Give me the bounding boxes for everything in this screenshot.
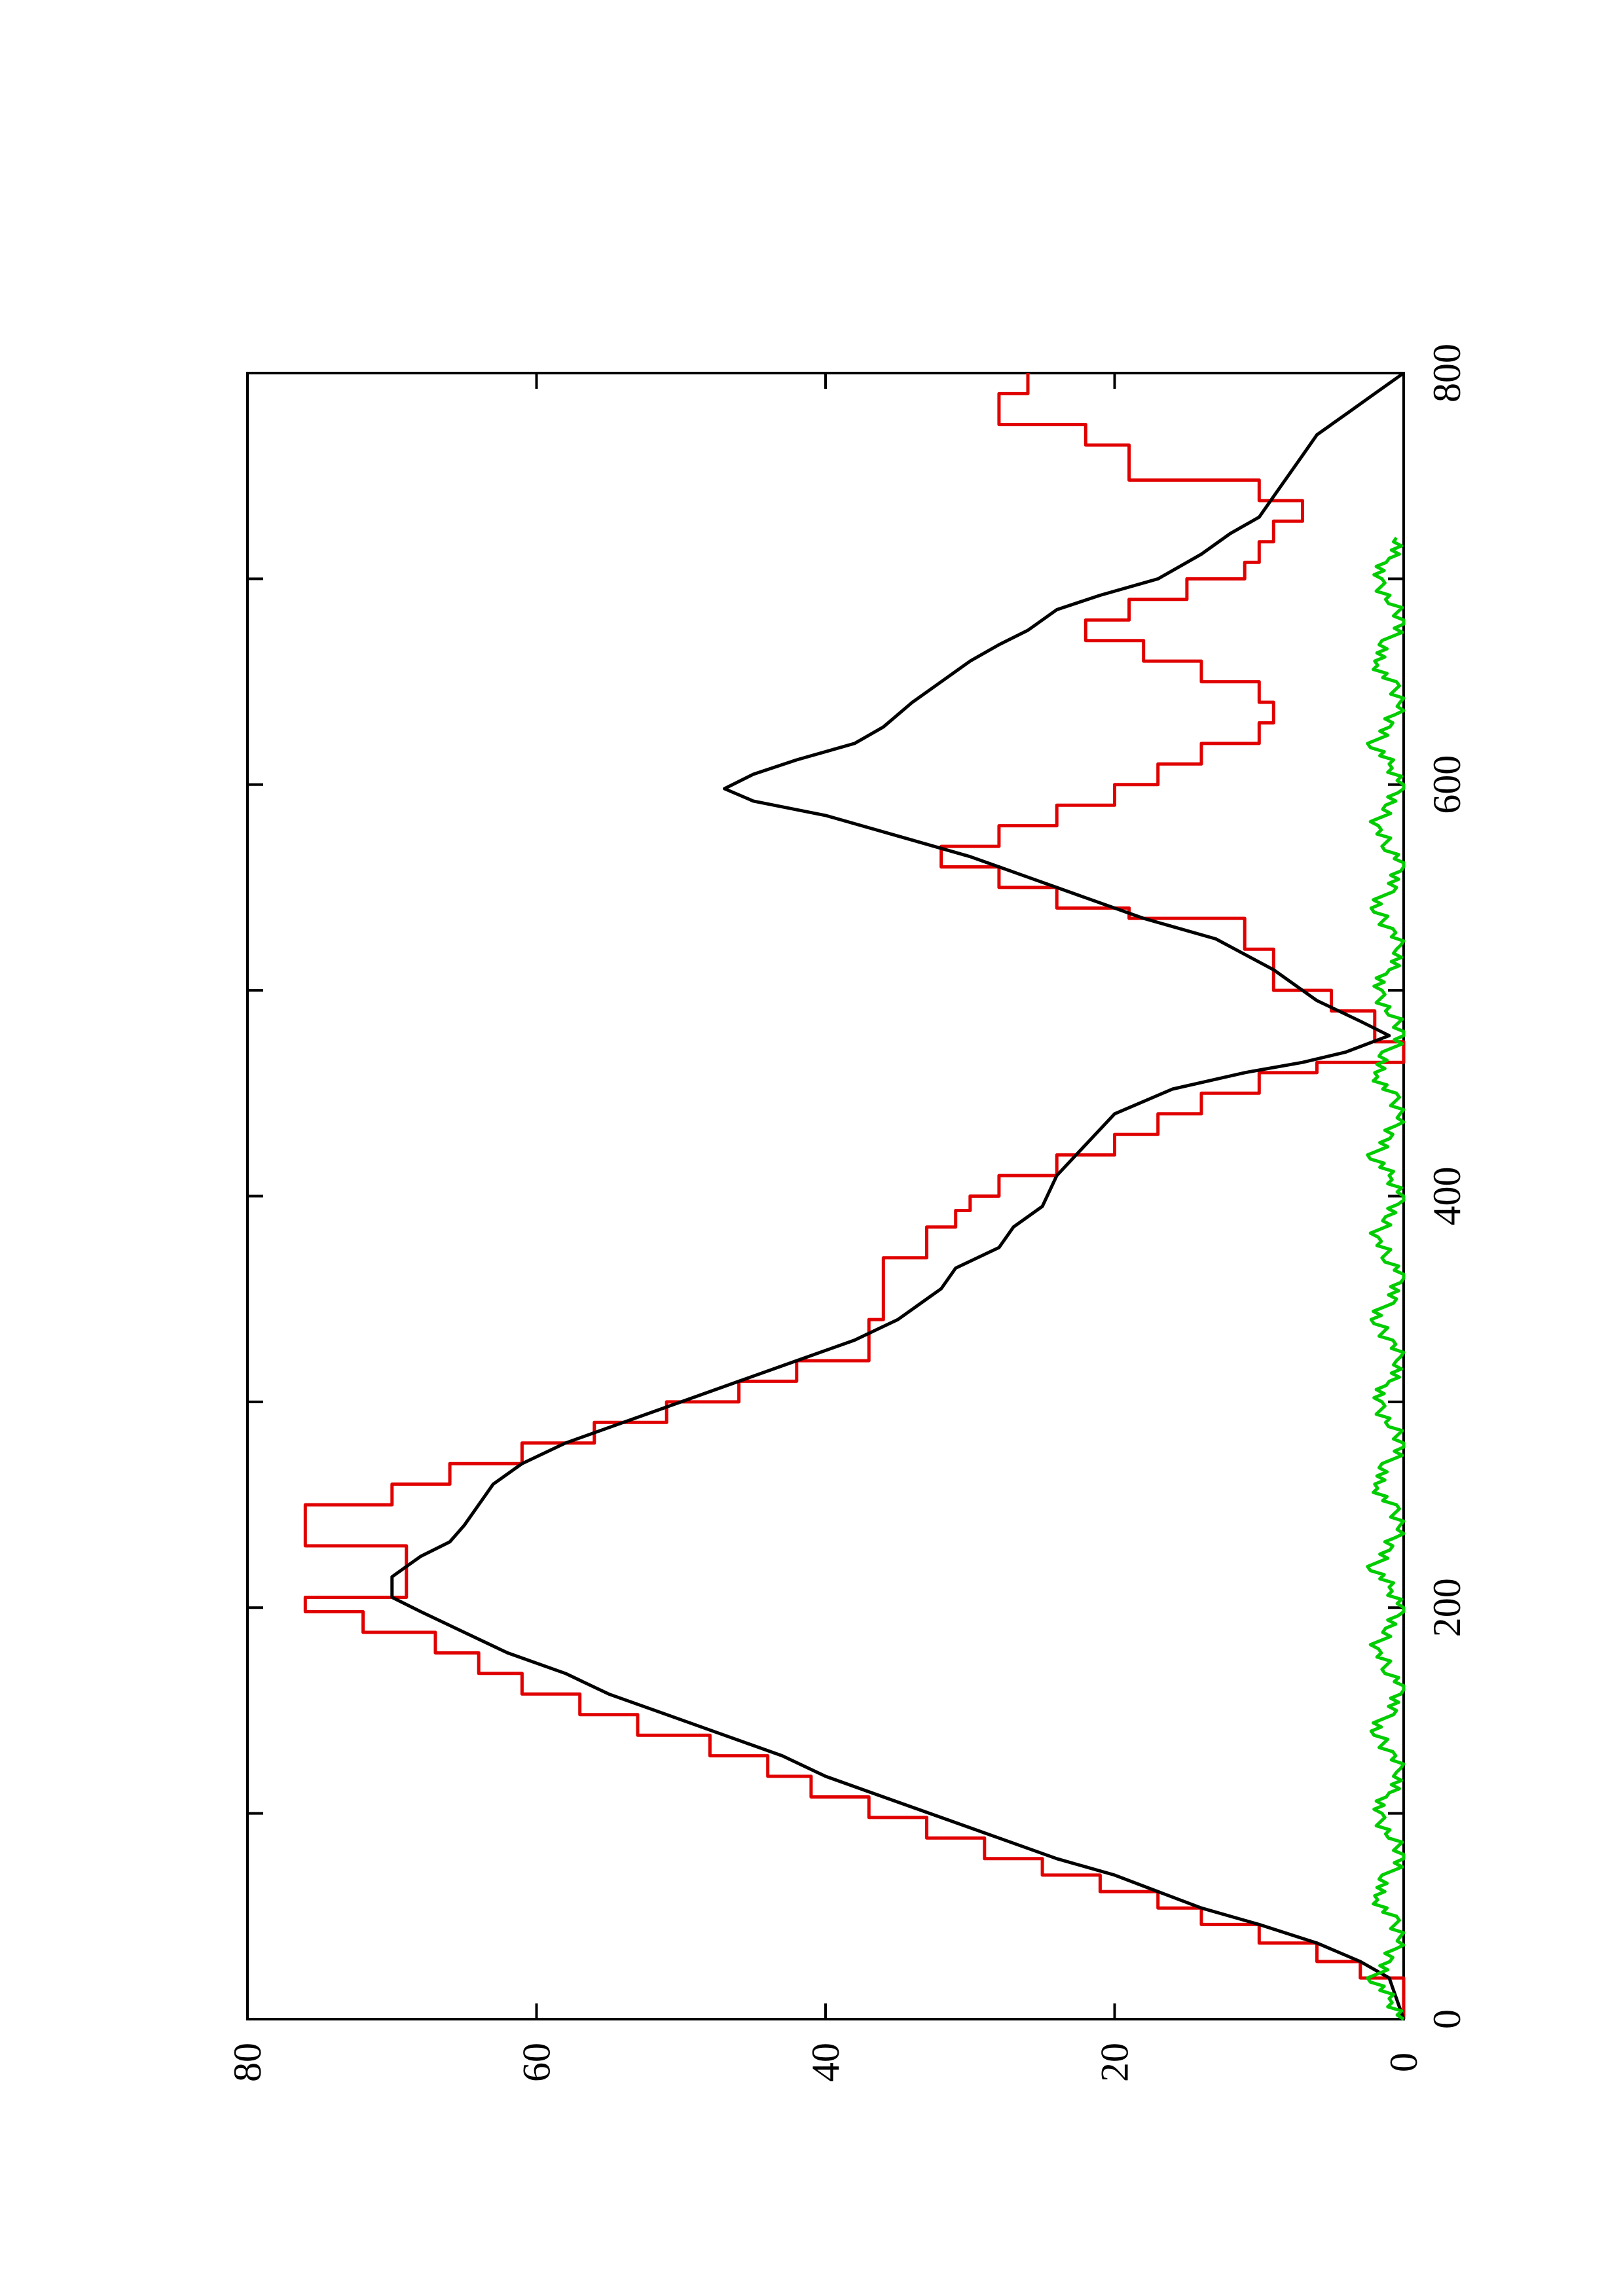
x-tick-label: 0 [1425,2009,1468,2029]
y-tick-label: 0 [1382,2053,1425,2072]
y-tick-label: 20 [1093,2043,1137,2082]
series-layer [303,371,1406,2021]
x-tick-label: 400 [1425,1167,1468,1226]
axis-ticks [246,372,1405,2020]
x-tick-label: 800 [1425,344,1468,403]
y-tick-label: 60 [515,2043,558,2082]
y-tick-label: 40 [804,2043,847,2082]
x-tick-label: 600 [1425,755,1468,814]
series-line-1 [303,373,1406,2019]
y-tick-label: 80 [226,2043,269,2082]
series-line-3 [1366,537,1406,2021]
x-tick-label: 200 [1425,1578,1468,1637]
plot-frame [246,372,1405,2020]
series-line-2 [390,371,1406,2020]
axis-tick-labels: 0 200 400 600 800 0 20 40 60 80 [226,344,1468,2082]
